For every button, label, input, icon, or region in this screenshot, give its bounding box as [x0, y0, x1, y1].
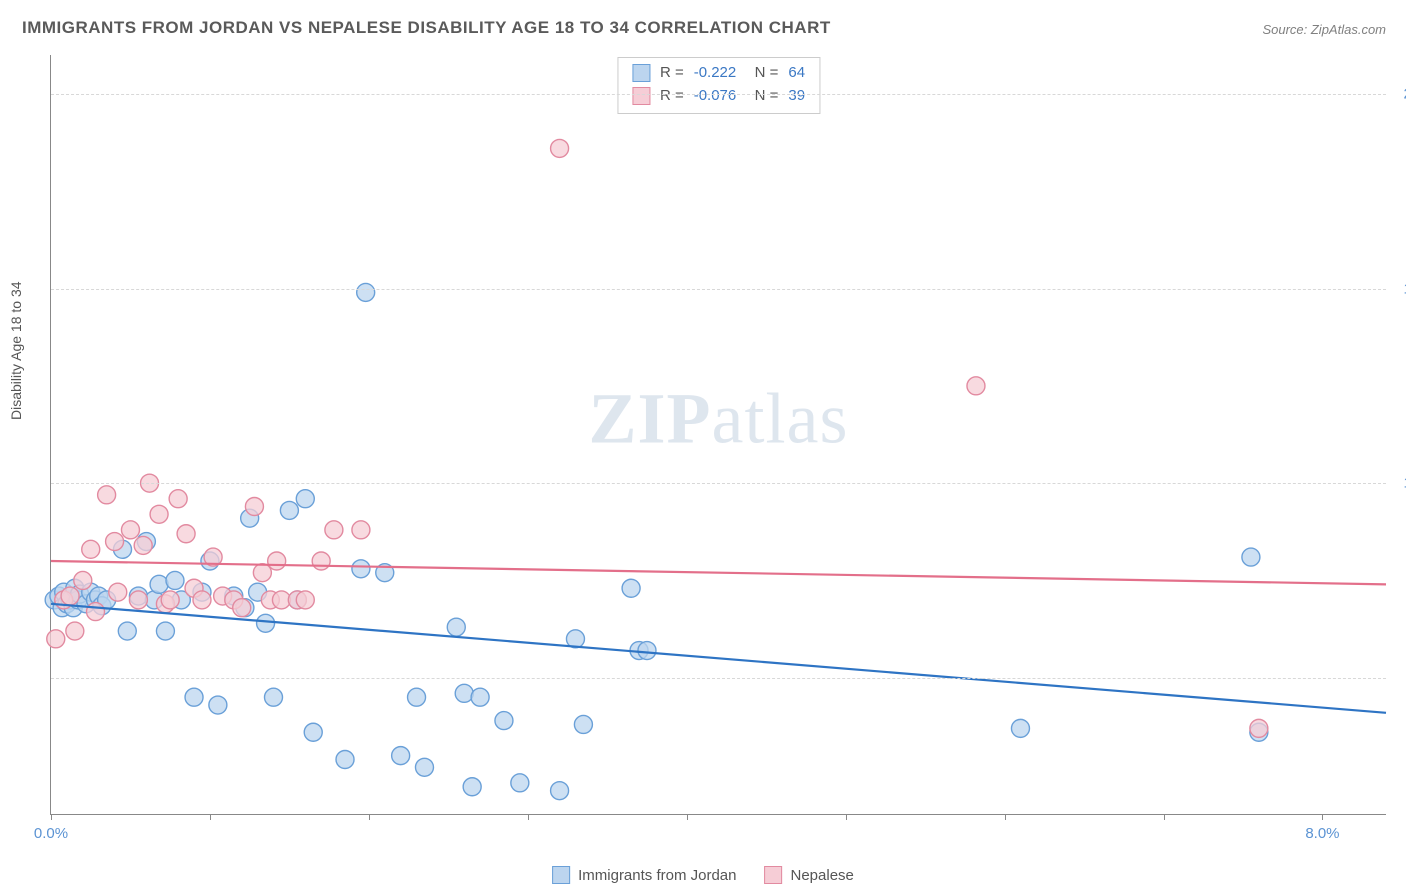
- x-tick: [51, 814, 52, 820]
- data-point: [304, 723, 322, 741]
- data-point: [312, 552, 330, 570]
- gridline: [51, 483, 1386, 484]
- data-point: [415, 758, 433, 776]
- data-point: [166, 571, 184, 589]
- x-tick-label: 8.0%: [1305, 825, 1339, 842]
- y-axis-label: Disability Age 18 to 34: [8, 281, 24, 420]
- x-tick: [1005, 814, 1006, 820]
- y-tick-label: 15.0%: [1391, 280, 1406, 297]
- data-point: [169, 490, 187, 508]
- data-point: [622, 579, 640, 597]
- data-point: [209, 696, 227, 714]
- data-point: [61, 587, 79, 605]
- data-point: [265, 688, 283, 706]
- data-point: [193, 591, 211, 609]
- data-point: [106, 533, 124, 551]
- y-tick-label: 5.0%: [1391, 669, 1406, 686]
- data-point: [325, 521, 343, 539]
- data-point: [185, 688, 203, 706]
- data-point: [233, 599, 251, 617]
- data-point: [150, 575, 168, 593]
- plot-area: ZIPatlas R = -0.222 N = 64R = -0.076 N =…: [50, 55, 1386, 815]
- legend-item: Nepalese: [765, 866, 854, 884]
- gridline: [51, 94, 1386, 95]
- data-point: [471, 688, 489, 706]
- x-tick: [687, 814, 688, 820]
- data-point: [511, 774, 529, 792]
- x-tick: [846, 814, 847, 820]
- data-point: [47, 630, 65, 648]
- data-point: [150, 505, 168, 523]
- data-point: [156, 622, 174, 640]
- data-point: [296, 490, 314, 508]
- gridline: [51, 678, 1386, 679]
- data-point: [463, 778, 481, 796]
- data-point: [357, 283, 375, 301]
- data-point: [392, 747, 410, 765]
- scatter-plot-svg: [51, 55, 1386, 814]
- chart-title: IMMIGRANTS FROM JORDAN VS NEPALESE DISAB…: [22, 18, 831, 38]
- data-point: [66, 622, 84, 640]
- data-point: [82, 540, 100, 558]
- data-point: [352, 560, 370, 578]
- data-point: [551, 782, 569, 800]
- data-point: [447, 618, 465, 636]
- data-point: [336, 751, 354, 769]
- x-tick: [210, 814, 211, 820]
- data-point: [245, 498, 263, 516]
- x-tick: [1164, 814, 1165, 820]
- x-tick: [528, 814, 529, 820]
- data-point: [118, 622, 136, 640]
- data-point: [74, 571, 92, 589]
- data-point: [352, 521, 370, 539]
- data-point: [98, 486, 116, 504]
- data-point: [1011, 719, 1029, 737]
- trend-line: [51, 604, 1386, 713]
- source-label: Source: ZipAtlas.com: [1262, 22, 1386, 37]
- data-point: [161, 591, 179, 609]
- data-point: [551, 139, 569, 157]
- data-point: [177, 525, 195, 543]
- series-legend: Immigrants from Jordan Nepalese: [552, 866, 854, 884]
- x-tick: [369, 814, 370, 820]
- y-tick-label: 20.0%: [1391, 85, 1406, 102]
- legend-swatch: [765, 866, 783, 884]
- data-point: [638, 642, 656, 660]
- legend-swatch: [552, 866, 570, 884]
- legend-label: Immigrants from Jordan: [578, 867, 736, 884]
- x-tick: [1322, 814, 1323, 820]
- data-point: [134, 536, 152, 554]
- data-point: [1242, 548, 1260, 566]
- data-point: [967, 377, 985, 395]
- gridline: [51, 289, 1386, 290]
- x-tick-label: 0.0%: [34, 825, 68, 842]
- data-point: [129, 591, 147, 609]
- data-point: [109, 583, 127, 601]
- trend-line: [51, 561, 1386, 584]
- data-point: [408, 688, 426, 706]
- data-point: [87, 603, 105, 621]
- data-point: [574, 715, 592, 733]
- data-point: [296, 591, 314, 609]
- legend-label: Nepalese: [791, 867, 854, 884]
- data-point: [1250, 719, 1268, 737]
- data-point: [455, 684, 473, 702]
- data-point: [257, 614, 275, 632]
- data-point: [121, 521, 139, 539]
- data-point: [495, 712, 513, 730]
- y-tick-label: 10.0%: [1391, 475, 1406, 492]
- data-point: [280, 501, 298, 519]
- legend-item: Immigrants from Jordan: [552, 866, 736, 884]
- data-point: [268, 552, 286, 570]
